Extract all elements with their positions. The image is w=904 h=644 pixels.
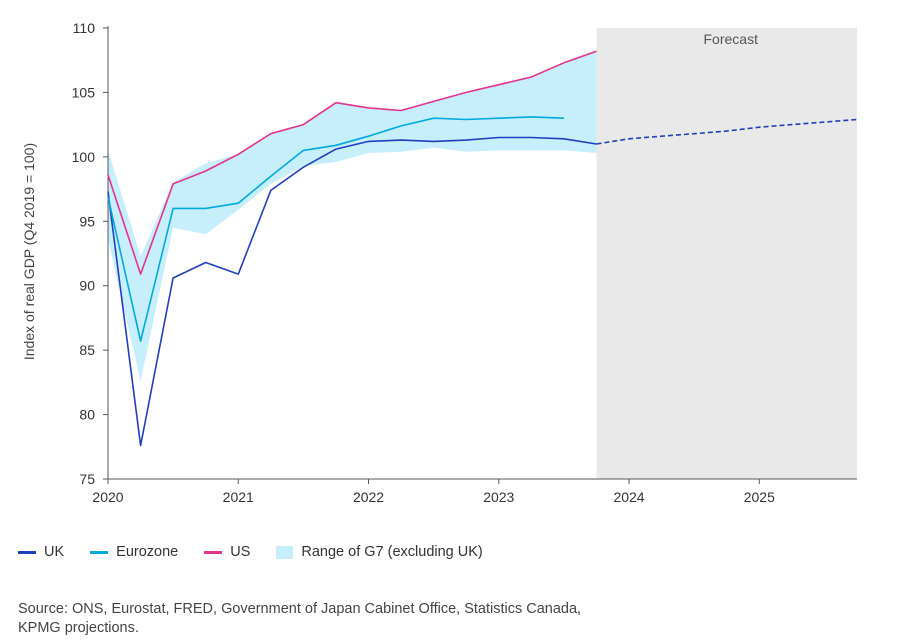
legend-swatch-uk bbox=[18, 550, 36, 554]
legend-swatch-g7-range bbox=[276, 545, 294, 559]
y-tick-label: 110 bbox=[73, 20, 96, 36]
y-tick-label: 105 bbox=[72, 84, 96, 100]
legend-item-eurozone: Eurozone bbox=[90, 544, 178, 560]
legend-swatch-eurozone bbox=[90, 550, 109, 554]
source-line-2: KPMG projections. bbox=[18, 620, 139, 636]
legend-item-g7-range: Range of G7 (excluding UK) bbox=[276, 544, 483, 560]
legend-item-us: US bbox=[204, 544, 250, 560]
legend-label-eurozone: Eurozone bbox=[116, 544, 179, 560]
y-tick-label: 75 bbox=[79, 471, 95, 487]
legend-item-uk: UK bbox=[18, 544, 64, 560]
y-tick-label: 95 bbox=[79, 213, 95, 229]
y-tick-label: 90 bbox=[79, 278, 95, 294]
x-tick-label: 2023 bbox=[483, 489, 514, 505]
y-tick-label: 80 bbox=[79, 407, 95, 423]
y-axis-title: Index of real GDP (Q4 2019 = 100) bbox=[21, 143, 37, 360]
source-note: Source: ONS, Eurostat, FRED, Government … bbox=[18, 600, 778, 638]
x-tick-label: 2025 bbox=[744, 489, 775, 505]
forecast-label: Forecast bbox=[704, 31, 759, 47]
x-tick-label: 2024 bbox=[613, 489, 644, 505]
series-line-uk bbox=[107, 136, 597, 447]
legend-label-us: US bbox=[230, 544, 251, 560]
gdp-chart: Forecast 75 80 85 90 95 100 105 110 2020 2021 2022 2… bbox=[21, 20, 858, 505]
series-line-uk-forecast bbox=[596, 118, 858, 145]
legend-swatch-us bbox=[204, 550, 223, 554]
y-tick-label: 100 bbox=[72, 149, 96, 165]
series-line-us bbox=[107, 50, 597, 275]
g7-range-band bbox=[108, 51, 597, 382]
source-line-1: Source: ONS, Eurostat, FRED, Government … bbox=[18, 601, 582, 617]
legend-label-uk: UK bbox=[44, 544, 65, 560]
legend: UK Eurozone US Range of G7 (excluding UK… bbox=[18, 544, 509, 560]
forecast-region bbox=[596, 28, 857, 479]
x-tick-label: 2021 bbox=[223, 489, 254, 505]
x-tick-label: 2020 bbox=[92, 489, 123, 505]
series-line-eurozone bbox=[107, 116, 564, 342]
y-tick-label: 85 bbox=[79, 342, 95, 358]
x-tick-label: 2022 bbox=[353, 489, 384, 505]
legend-label-g7-range: Range of G7 (excluding UK) bbox=[301, 544, 483, 560]
